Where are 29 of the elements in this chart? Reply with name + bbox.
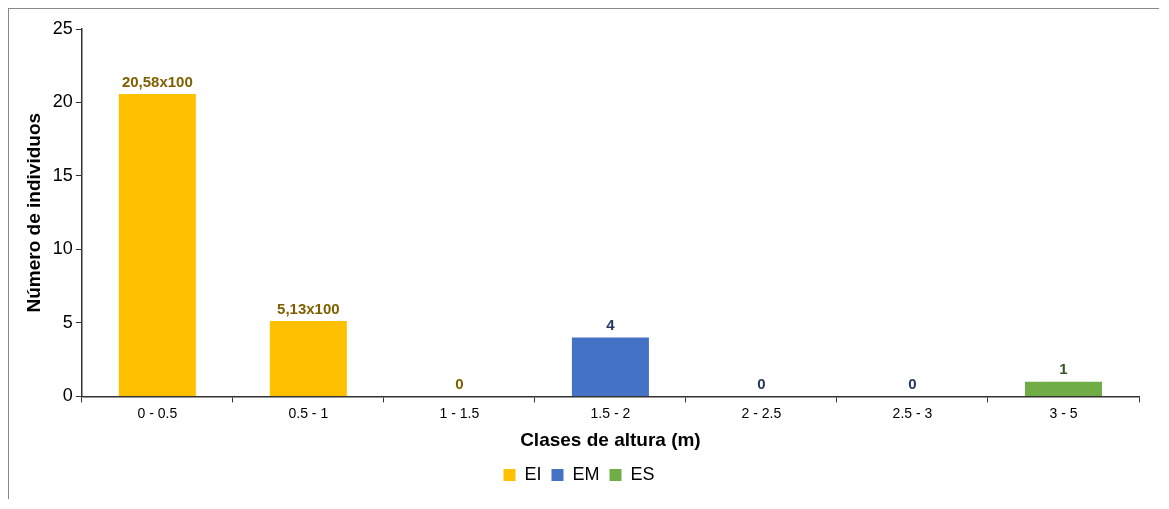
data-label: 0 <box>757 375 766 393</box>
data-label: 4 <box>606 316 616 334</box>
y-tick-label: 15 <box>52 164 73 185</box>
x-tick-label: 3 - 5 <box>1049 404 1078 421</box>
x-tick-label: 1 - 1.5 <box>439 404 480 421</box>
legend-label: EI <box>524 463 542 484</box>
data-label: 0 <box>908 375 917 393</box>
y-tick-label: 20 <box>52 91 73 112</box>
x-tick-label: 0.5 - 1 <box>288 404 329 421</box>
x-tick-label: 1.5 - 2 <box>590 404 631 421</box>
legend-label: ES <box>630 463 655 484</box>
bar <box>118 93 196 396</box>
data-label: 20,58x100 <box>121 72 193 90</box>
data-label: 1 <box>1059 360 1068 378</box>
y-tick-label: 25 <box>52 17 73 38</box>
y-axis-title: Número de individuos <box>22 112 44 313</box>
bar <box>571 337 649 396</box>
y-tick-label: 10 <box>52 238 73 259</box>
legend-label: EM <box>572 463 600 484</box>
data-label: 5,13x100 <box>277 299 340 317</box>
bar <box>1024 381 1102 396</box>
bar <box>269 321 347 396</box>
data-label: 0 <box>455 375 464 393</box>
x-tick-label: 2 - 2.5 <box>741 404 782 421</box>
x-tick-label: 0 - 0.5 <box>137 404 178 421</box>
x-tick-label: 2.5 - 3 <box>892 404 933 421</box>
y-tick-label: 5 <box>62 311 73 332</box>
y-tick-label: 0 <box>62 385 73 406</box>
x-axis-title: Clases de altura (m) <box>520 428 701 450</box>
